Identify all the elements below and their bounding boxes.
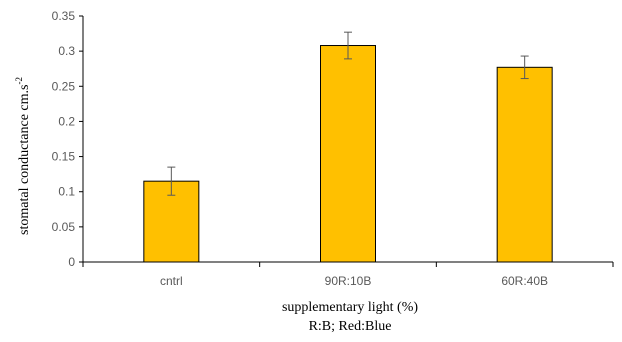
y-axis-title-text: stomatal conductance cm.s	[17, 85, 32, 235]
bars-group	[143, 45, 553, 263]
y-axis-title: stomatal conductance cm.s-2	[14, 77, 32, 235]
y-tick-label: 0.15	[52, 150, 76, 164]
x-axis-tick-labels: cntrl 90R:10B 60R:40B	[160, 274, 548, 288]
y-tick-label: 0.2	[58, 114, 75, 128]
y-tick-label: 0	[68, 255, 75, 269]
error-bar	[344, 31, 352, 60]
y-tick-label: 0.05	[52, 220, 76, 234]
x-axis-subtitle: R:B; Red:Blue	[309, 319, 392, 334]
axes-group	[82, 16, 614, 267]
y-tick-label: 0.25	[52, 79, 76, 93]
bar-90R:10B	[320, 45, 376, 263]
bar-60R:40B	[496, 66, 553, 263]
error-bar	[520, 55, 529, 80]
error-bar	[167, 166, 176, 196]
y-tick-label: 0.3	[58, 44, 75, 58]
error-bars-group	[167, 31, 529, 196]
x-tick-label: cntrl	[160, 274, 183, 288]
y-tick-label: 0.1	[58, 185, 75, 199]
y-tick-label: 0.35	[52, 9, 76, 23]
x-tick-label: 90R:10B	[325, 274, 372, 288]
y-axis-title-superscript: -2	[14, 77, 24, 85]
x-axis-title: supplementary light (%)	[282, 300, 418, 315]
y-axis-ticks: 0 0.05 0.1 0.15 0.2 0.25 0.3 0.35	[52, 9, 83, 269]
x-tick-label: 60R:40B	[501, 274, 548, 288]
